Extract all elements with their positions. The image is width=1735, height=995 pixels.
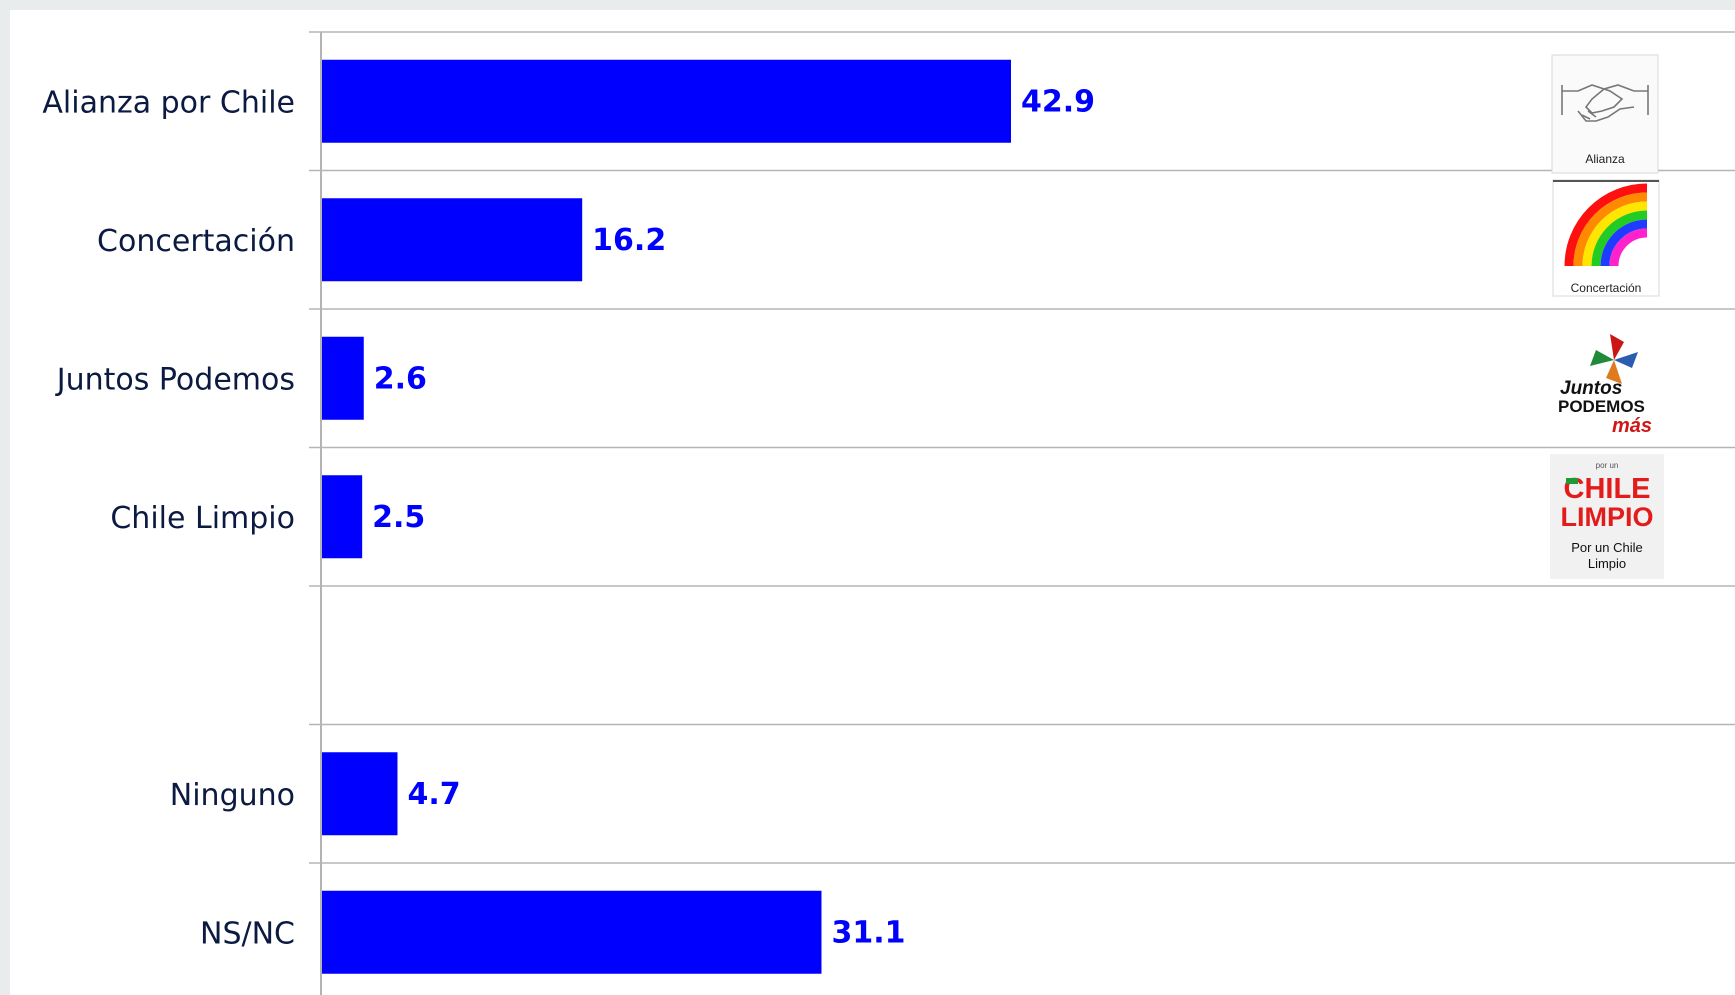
bar	[322, 890, 822, 974]
chart-panel: Alianza por Chile 42.9 Concertación 16.2 Jun…	[10, 10, 1735, 995]
category-label: Alianza por Chile	[42, 85, 295, 120]
category-label: Ninguno	[170, 778, 295, 813]
category-label: Concertación	[97, 224, 295, 259]
handshake-icon	[1561, 84, 1649, 122]
chile-limpio-caption1: Por un Chile	[1571, 540, 1643, 555]
bar	[322, 752, 398, 836]
alianza-caption: Alianza	[1585, 152, 1625, 166]
chile-limpio-logo: por un CHILE LIMPIO Por un Chile Limpio	[1550, 454, 1664, 579]
bar-layer	[322, 59, 1011, 974]
juntos-podemos-logo: Juntos PODEMOS más	[1558, 334, 1652, 437]
bar	[322, 475, 363, 559]
value-label: 4.7	[407, 777, 460, 812]
bar	[322, 198, 583, 282]
chile-limpio-caption2: Limpio	[1588, 556, 1626, 571]
rainbow-icon	[1564, 183, 1648, 267]
chile-limpio-small: por un	[1596, 461, 1619, 470]
juntos-line3: más	[1612, 415, 1652, 437]
value-label: 31.1	[831, 915, 905, 950]
chile-limpio-line2: LIMPIO	[1561, 502, 1654, 532]
concertacion-logo: Concertación	[1552, 179, 1660, 297]
juntos-line1: Juntos	[1560, 378, 1622, 399]
grid-layer	[309, 31, 1735, 995]
value-label: 2.5	[372, 500, 425, 535]
value-label: 16.2	[592, 223, 666, 258]
alianza-logo: Alianza	[1551, 54, 1659, 174]
category-label: Chile Limpio	[110, 501, 295, 536]
category-label: Juntos Podemos	[55, 362, 295, 397]
label-layer: Alianza por Chile 42.9 Concertación 16.2 Jun…	[42, 84, 1095, 951]
pinwheel-icon	[1590, 334, 1638, 384]
horizontal-bar-chart: Alianza por Chile 42.9 Concertación 16.2 Jun…	[42, 31, 1735, 995]
value-label: 42.9	[1021, 84, 1095, 119]
bar	[322, 59, 1011, 143]
bar	[322, 336, 364, 420]
category-label: NS/NC	[200, 916, 295, 951]
value-label: 2.6	[374, 361, 427, 396]
concertacion-caption: Concertación	[1571, 281, 1642, 295]
chile-limpio-line1: CHILE	[1564, 473, 1651, 505]
juntos-line2: PODEMOS	[1558, 397, 1645, 416]
